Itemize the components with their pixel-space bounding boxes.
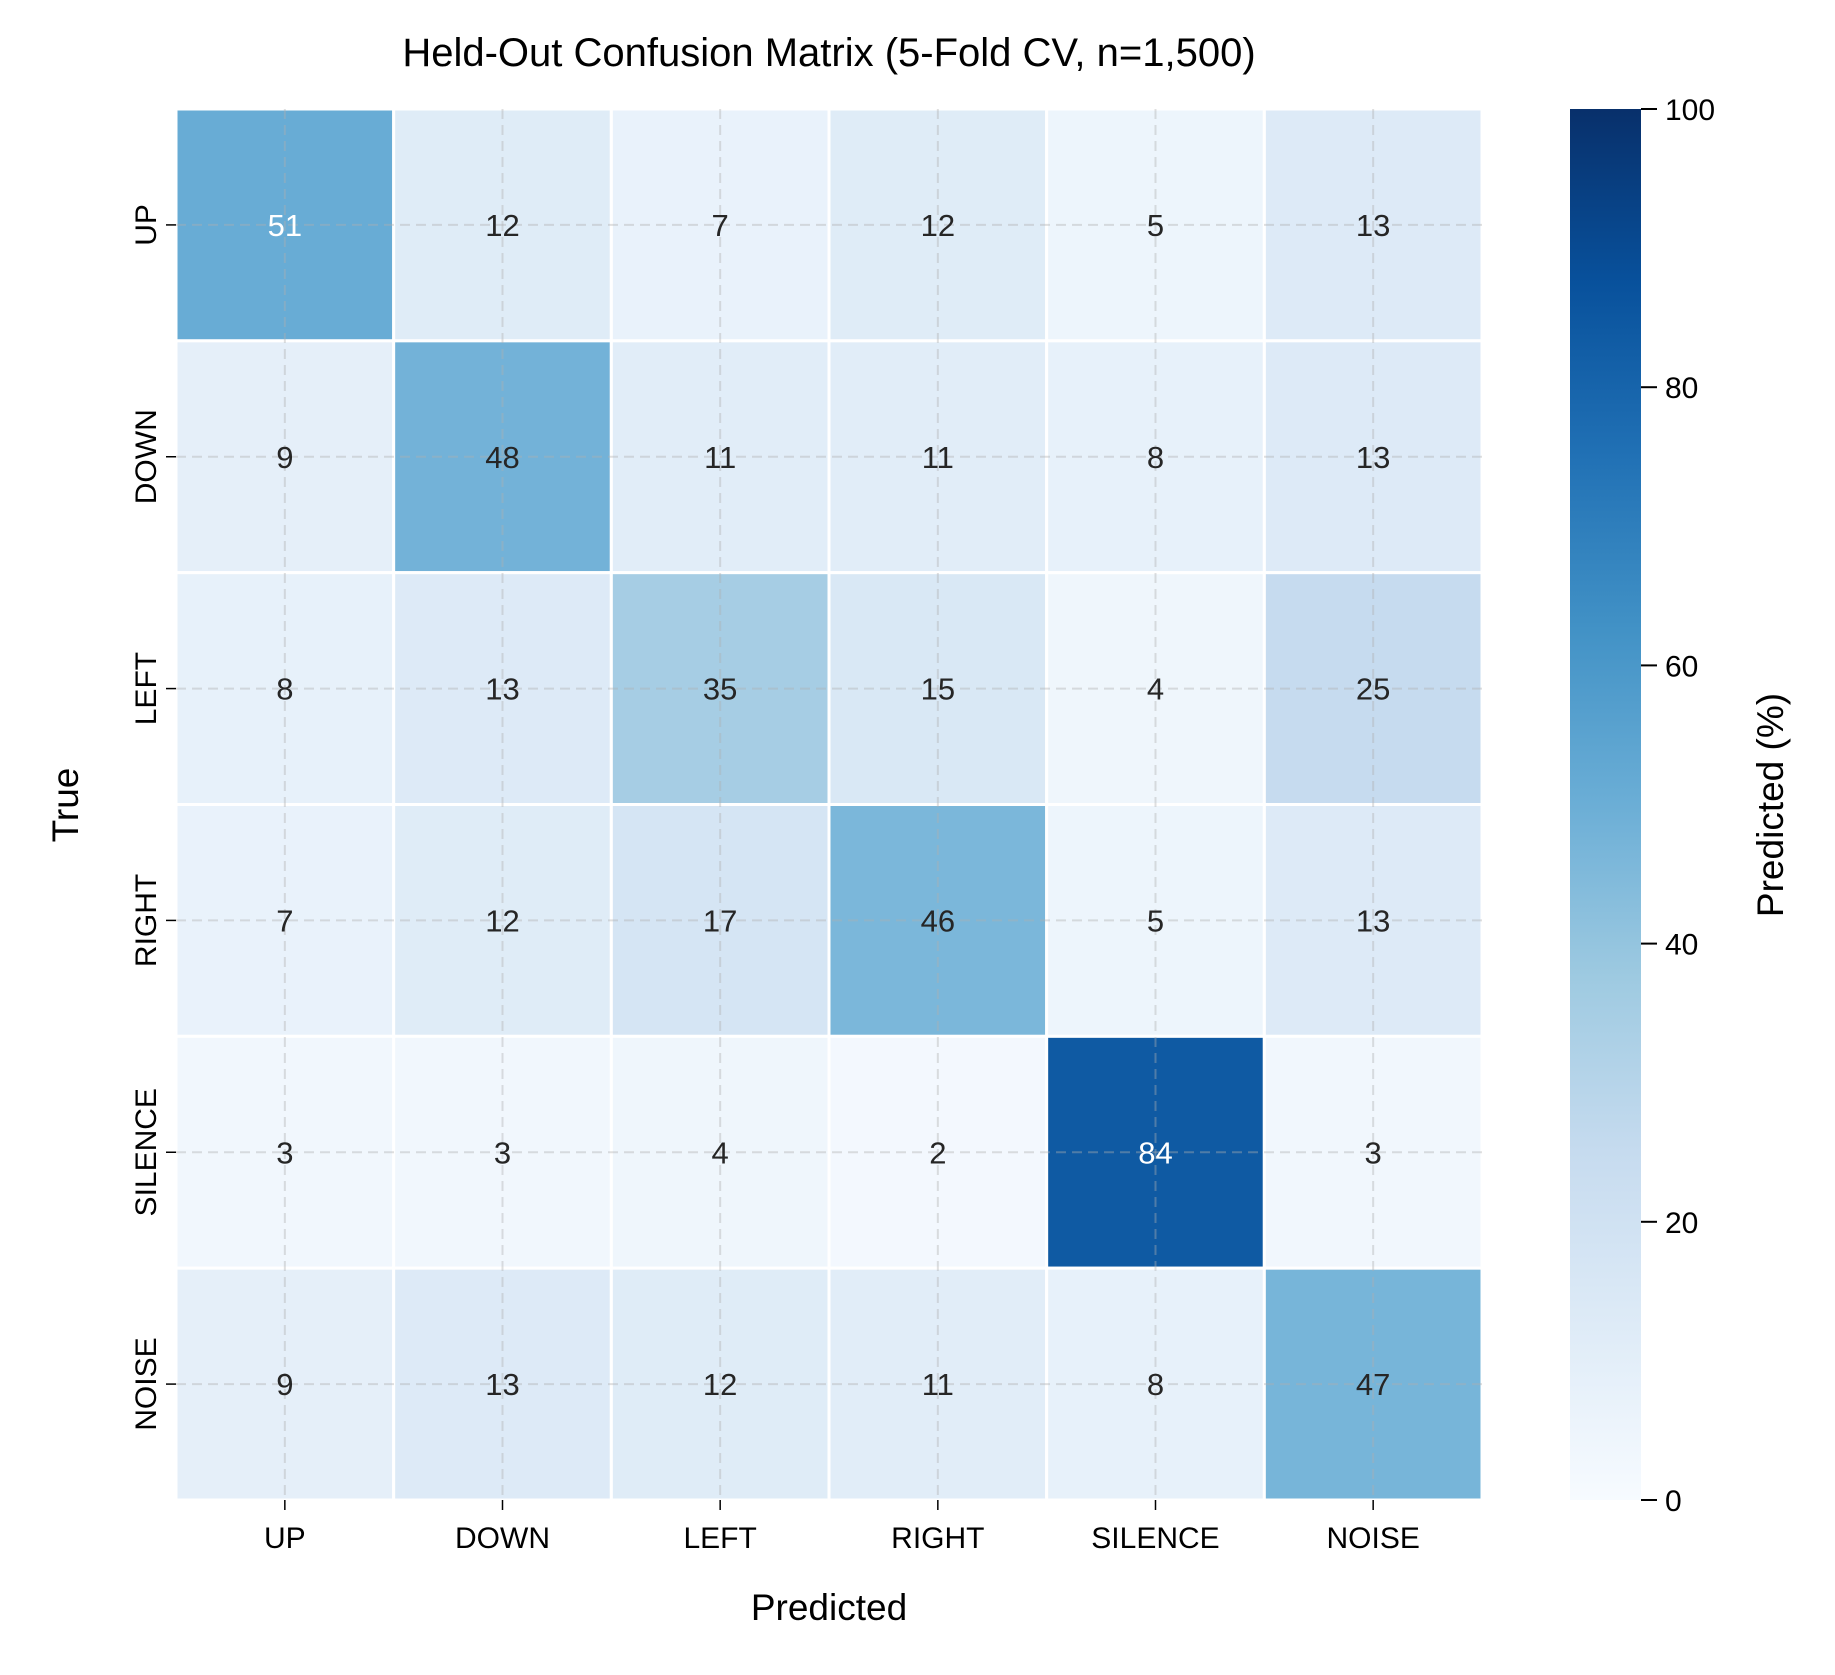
x-tick-label: SILENCE	[1091, 1522, 1219, 1555]
x-tick-label: LEFT	[683, 1522, 756, 1555]
heatmap-cell	[609, 1034, 831, 1270]
heatmap-cell	[174, 1034, 396, 1270]
heatmap-cell	[174, 1266, 396, 1502]
cell-value: 7	[276, 903, 293, 938]
colorbar-ticks: 0 20 40 60 80 100	[1641, 94, 1715, 1518]
heatmap-cell	[827, 571, 1049, 807]
cell-value: 12	[485, 903, 519, 938]
heatmap-cell	[392, 571, 613, 807]
y-tick-label: DOWN	[130, 409, 163, 504]
cell-value: 3	[1365, 1135, 1382, 1170]
cell-value: 11	[922, 1367, 954, 1402]
cell-value: 12	[485, 208, 519, 243]
colorbar	[1570, 109, 1641, 1500]
heatmap-cell	[174, 803, 396, 1038]
colorbar-tick-label: 20	[1665, 1207, 1698, 1240]
cell-value: 13	[1356, 208, 1390, 243]
heatmap-cell	[1045, 803, 1266, 1038]
cell-value: 7	[712, 208, 729, 243]
cell-value: 4	[712, 1135, 729, 1170]
heatmap-cell	[174, 107, 396, 343]
cell-annotations: 51 12 7 12 5 139 48 11 11 8 138 13 35 15 4 257 12 17 46 5 13…	[268, 208, 1391, 1402]
cell-value: 13	[1356, 440, 1390, 475]
heatmap-cell	[1262, 107, 1484, 343]
cell-value: 46	[921, 903, 955, 938]
cell-value: 2	[929, 1135, 946, 1170]
cell-value: 12	[921, 208, 955, 243]
heatmap-cell	[1262, 1266, 1484, 1502]
cell-value: 5	[1147, 903, 1164, 938]
cell-value: 9	[276, 1367, 293, 1402]
cell-value: 11	[922, 440, 954, 475]
y-axis-label: True	[45, 768, 86, 843]
heatmap-cell	[1045, 107, 1266, 343]
cell-value: 13	[485, 1367, 519, 1402]
heatmap-cell	[827, 803, 1049, 1038]
colorbar-label: Predicted (%)	[1750, 693, 1791, 917]
y-tick-label: SILENCE	[130, 1088, 163, 1216]
cell-value: 3	[494, 1135, 511, 1170]
heatmap-cell	[827, 339, 1049, 575]
cell-value: 11	[704, 440, 736, 475]
colorbar-tick-label: 0	[1665, 1485, 1682, 1518]
cell-value: 13	[1356, 903, 1390, 938]
cell-value: 3	[276, 1135, 293, 1170]
heatmap-cell	[1262, 1034, 1484, 1270]
cell-value: 84	[1138, 1135, 1172, 1170]
heatmap-cell	[827, 1034, 1049, 1270]
cell-value: 15	[921, 672, 955, 707]
cell-value: 12	[703, 1367, 737, 1402]
heatmap-cell	[609, 107, 831, 343]
colorbar-tick-label: 100	[1665, 94, 1715, 127]
heatmap-cell	[174, 571, 396, 807]
x-tick-label: DOWN	[455, 1522, 550, 1555]
cell-value: 8	[1147, 440, 1164, 475]
heatmap-cell	[1262, 571, 1484, 807]
colorbar-tick-label: 40	[1665, 929, 1698, 962]
x-tick-label: UP	[264, 1522, 306, 1555]
heatmap-cell	[609, 803, 831, 1038]
chart-title: Held-Out Confusion Matrix (5-Fold CV, n=…	[402, 31, 1255, 75]
cell-value: 9	[276, 440, 293, 475]
cell-value: 5	[1147, 208, 1164, 243]
heatmap-cell	[1045, 1034, 1266, 1270]
cell-value: 17	[703, 903, 737, 938]
y-tick-label: NOISE	[130, 1337, 163, 1430]
heatmap-cell	[392, 339, 613, 575]
colorbar-tick-label: 60	[1665, 650, 1698, 683]
heatmap-cell	[1045, 1266, 1266, 1502]
heatmap-cells	[174, 107, 1484, 1502]
cell-value: 8	[1147, 1367, 1164, 1402]
cell-value: 25	[1356, 672, 1390, 707]
x-tick-label: NOISE	[1326, 1522, 1419, 1555]
cell-value: 48	[485, 440, 519, 475]
heatmap-cell	[1262, 339, 1484, 575]
y-tick-label: RIGHT	[130, 874, 163, 967]
cell-value: 8	[276, 672, 293, 707]
cell-value: 4	[1147, 672, 1164, 707]
y-tick-label: LEFT	[130, 652, 163, 725]
y-axis-ticks: UP DOWN LEFT RIGHT SILENCE NOISE	[130, 204, 176, 1431]
grid-lines	[176, 109, 1482, 1500]
cell-value: 47	[1356, 1367, 1390, 1402]
heatmap-cell	[1262, 803, 1484, 1038]
x-tick-label: RIGHT	[891, 1522, 984, 1555]
cell-value: 51	[268, 208, 302, 243]
cell-value: 13	[485, 672, 519, 707]
x-axis-label: Predicted	[751, 1587, 907, 1628]
colorbar-tick-label: 80	[1665, 372, 1698, 405]
heatmap-cell	[827, 107, 1049, 343]
y-tick-label: UP	[130, 204, 163, 246]
heatmap-cell	[392, 803, 613, 1038]
heatmap-cell	[392, 107, 613, 343]
x-axis-ticks: UP DOWN LEFT RIGHT SILENCE NOISE	[264, 1500, 1420, 1555]
heatmap-cell	[1045, 571, 1266, 807]
cell-value: 35	[703, 672, 737, 707]
